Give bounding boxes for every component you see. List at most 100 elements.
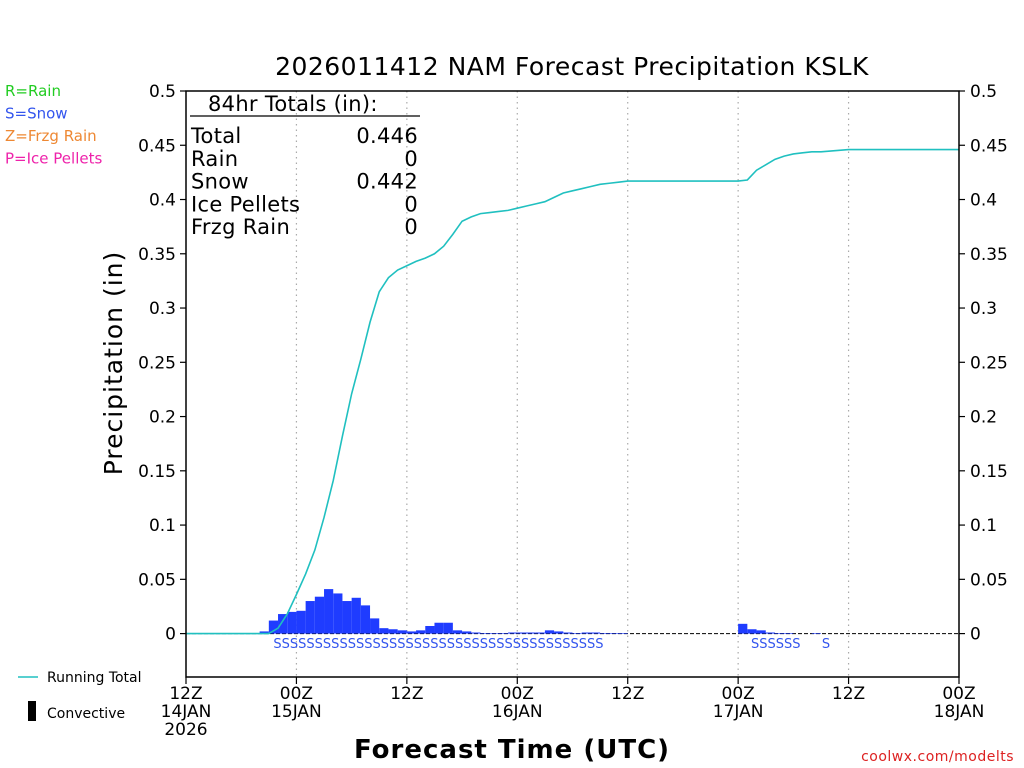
precip-bar — [416, 630, 426, 634]
precip-bar — [406, 631, 417, 634]
precip-bar — [360, 605, 371, 634]
y-tick-label-right: 0.45 — [970, 136, 1008, 156]
y-tick-label-right: 0.5 — [970, 82, 997, 102]
precip-bar — [600, 633, 610, 634]
precip-bar — [351, 597, 361, 634]
y-tick-label-right: 0.4 — [970, 191, 997, 211]
precip-bar — [278, 614, 288, 634]
credit-text: coolwx.com/modelts — [861, 749, 1014, 765]
precip-bar — [811, 633, 821, 634]
y-tick-label-left: 0.45 — [138, 136, 176, 156]
type-legend-item: P=Ice Pellets — [5, 150, 102, 168]
x-axis-label: Forecast Time (UTC) — [354, 735, 670, 765]
precip-bar — [747, 629, 757, 634]
x-tick-label: 15JAN — [271, 702, 322, 722]
legend-bar-swatch — [28, 701, 36, 721]
ptype-label: SSSSSSSSSSSSSSSSSSSSSSSSSSSSSSSSSSSSSSSS — [273, 637, 603, 652]
precip-bar — [462, 631, 472, 634]
precip-bar — [342, 601, 352, 634]
ptype-label: S — [822, 637, 830, 652]
precip-bar — [333, 593, 343, 634]
precip-bar — [517, 632, 527, 634]
y-tick-label-left: 0.25 — [138, 353, 176, 373]
y-tick-label-left: 0.1 — [149, 516, 176, 536]
totals-label: Rain — [191, 147, 238, 171]
x-tick-label: 12Z — [169, 684, 202, 704]
totals-label: Snow — [191, 170, 249, 194]
precip-bar — [425, 625, 435, 634]
x-tick-label: 18JAN — [934, 702, 985, 722]
totals-value: 0.446 — [356, 124, 418, 148]
y-tick-label-left: 0.15 — [138, 462, 176, 482]
totals-value: 0 — [404, 192, 418, 216]
precip-bar — [738, 623, 748, 634]
x-tick-label: 12Z — [832, 684, 865, 704]
x-tick-label: 14JAN — [161, 702, 212, 722]
series-legend-label: Running Total — [47, 670, 142, 686]
totals-label: Total — [190, 124, 242, 148]
x-tick-label: 12Z — [611, 684, 644, 704]
precip-bar — [314, 596, 325, 634]
precip-bar — [370, 618, 380, 634]
precip-bar — [480, 633, 490, 634]
precip-bar — [498, 633, 509, 634]
y-tick-label-left: 0 — [165, 625, 176, 645]
precip-bar — [452, 630, 463, 634]
precip-bar — [324, 589, 334, 634]
x-tick-label: 2026 — [164, 720, 207, 740]
precip-bar — [618, 633, 628, 634]
x-tick-label: 00Z — [942, 684, 975, 704]
y-tick-label-right: 0.15 — [970, 462, 1008, 482]
precip-bar — [526, 632, 536, 634]
y-tick-label-right: 0.25 — [970, 353, 1008, 373]
plot-frame — [185, 90, 960, 678]
y-tick-label-right: 0.05 — [970, 570, 1008, 590]
y-tick-label-right: 0 — [970, 625, 981, 645]
precip-bar — [581, 632, 591, 634]
y-tick-label-left: 0.4 — [149, 191, 176, 211]
x-tick-label: 00Z — [722, 684, 755, 704]
precip-bar — [489, 633, 499, 634]
chart-title: 2026011412 NAM Forecast Precipitation KS… — [275, 52, 869, 81]
y-tick-label-left: 0.5 — [149, 82, 176, 102]
precip-bar — [554, 631, 564, 634]
type-legend-item: Z=Frzg Rain — [5, 127, 97, 145]
x-tick-label: 17JAN — [713, 702, 764, 722]
x-tick-label: 16JAN — [492, 702, 543, 722]
y-tick-label-left: 0.2 — [149, 408, 176, 428]
x-tick-label: 00Z — [501, 684, 534, 704]
y-tick-label-left: 0.05 — [138, 570, 176, 590]
precip-bar — [563, 632, 573, 634]
precip-bar — [609, 633, 619, 634]
precip-bar — [287, 611, 297, 634]
totals-label: Frzg Rain — [191, 215, 290, 239]
y-tick-label-right: 0.3 — [970, 299, 997, 319]
precip-bar — [765, 632, 775, 634]
precip-bar — [388, 629, 398, 634]
precip-bar — [572, 633, 582, 634]
totals-value: 0 — [404, 147, 418, 171]
y-tick-label-right: 0.1 — [970, 516, 997, 536]
y-tick-label-right: 0.2 — [970, 408, 997, 428]
precip-bar — [259, 631, 269, 634]
ptype-label: SSSSSS — [751, 637, 801, 652]
x-tick-label: 12Z — [390, 684, 423, 704]
series-legend-label: Convective — [47, 706, 125, 722]
totals-value: 0 — [404, 215, 418, 239]
precip-bar — [434, 622, 444, 634]
x-tick-label: 00Z — [280, 684, 313, 704]
precip-bar — [268, 620, 279, 634]
precip-bar — [508, 632, 518, 634]
precip-bar — [471, 632, 481, 634]
totals-label: Ice Pellets — [191, 192, 300, 216]
precip-bar — [296, 610, 306, 634]
y-tick-label-right: 0.35 — [970, 245, 1008, 265]
precip-bar — [756, 630, 766, 634]
precip-bar — [784, 633, 794, 634]
totals-value: 0.442 — [356, 170, 418, 194]
precip-bar — [544, 630, 555, 634]
precip-bar — [774, 633, 785, 634]
precip-bar — [535, 632, 545, 634]
precip-bar — [443, 622, 453, 634]
